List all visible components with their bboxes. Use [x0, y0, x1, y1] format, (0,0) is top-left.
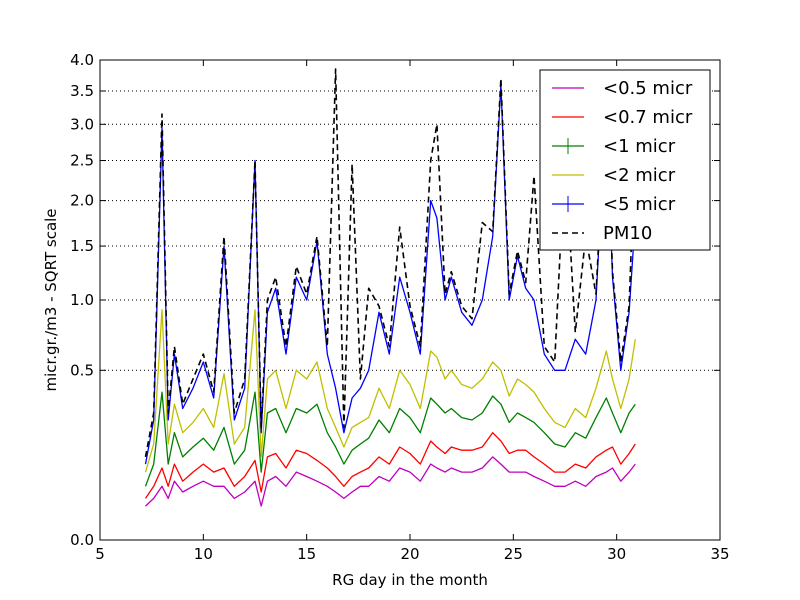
series-line-0-7-micr	[144, 432, 636, 499]
legend-label: <5 micr	[603, 194, 676, 215]
y-tick-label: 1.5	[70, 237, 94, 255]
x-tick-label: 20	[400, 545, 419, 563]
legend: <0.5 micr <0.7 micr <1 micr <2 micr <5 micr P…	[539, 69, 711, 251]
legend-label: <1 micr	[603, 136, 676, 157]
x-tick-label: 5	[95, 545, 105, 563]
x-tick-label: 15	[297, 545, 316, 563]
y-tick-label: 0.5	[70, 361, 94, 379]
x-axis-label: RG day in the month	[332, 571, 488, 589]
series-line-1-micr	[144, 391, 636, 487]
y-axis-label: micr.gr./m3 - SQRT scale	[42, 208, 60, 391]
y-tick-label: 0.0	[70, 531, 94, 549]
y-tick-label: 3.0	[70, 115, 94, 133]
legend-label: PM10	[603, 223, 652, 244]
legend-label: <0.5 micr	[603, 78, 693, 99]
y-tick-label: 3.5	[70, 82, 94, 100]
series-line-5-micr	[144, 83, 636, 465]
x-tick-label: 25	[504, 545, 523, 563]
y-tick-label: 2.5	[70, 152, 94, 170]
series-layer	[144, 68, 637, 507]
series-line-0-5-micr	[145, 456, 636, 507]
y-tick-label: 2.0	[70, 192, 94, 210]
x-axis-ticks: 5 10 15 20 25 30 35	[95, 60, 730, 563]
y-axis-ticks: 0.0 0.5 1.0 1.5 2.0 2.5 3.0 3.5 4.0	[70, 51, 720, 549]
legend-box	[539, 69, 711, 251]
x-tick-label: 10	[194, 545, 213, 563]
legend-label: <0.7 micr	[603, 107, 693, 128]
series-line-2-micr	[144, 309, 636, 473]
series-line-pm10	[144, 68, 637, 458]
x-tick-label: 30	[607, 545, 626, 563]
legend-label: <2 micr	[603, 165, 676, 186]
y-tick-label: 1.0	[70, 291, 94, 309]
x-tick-label: 35	[710, 545, 729, 563]
y-tick-label: 4.0	[70, 51, 94, 69]
